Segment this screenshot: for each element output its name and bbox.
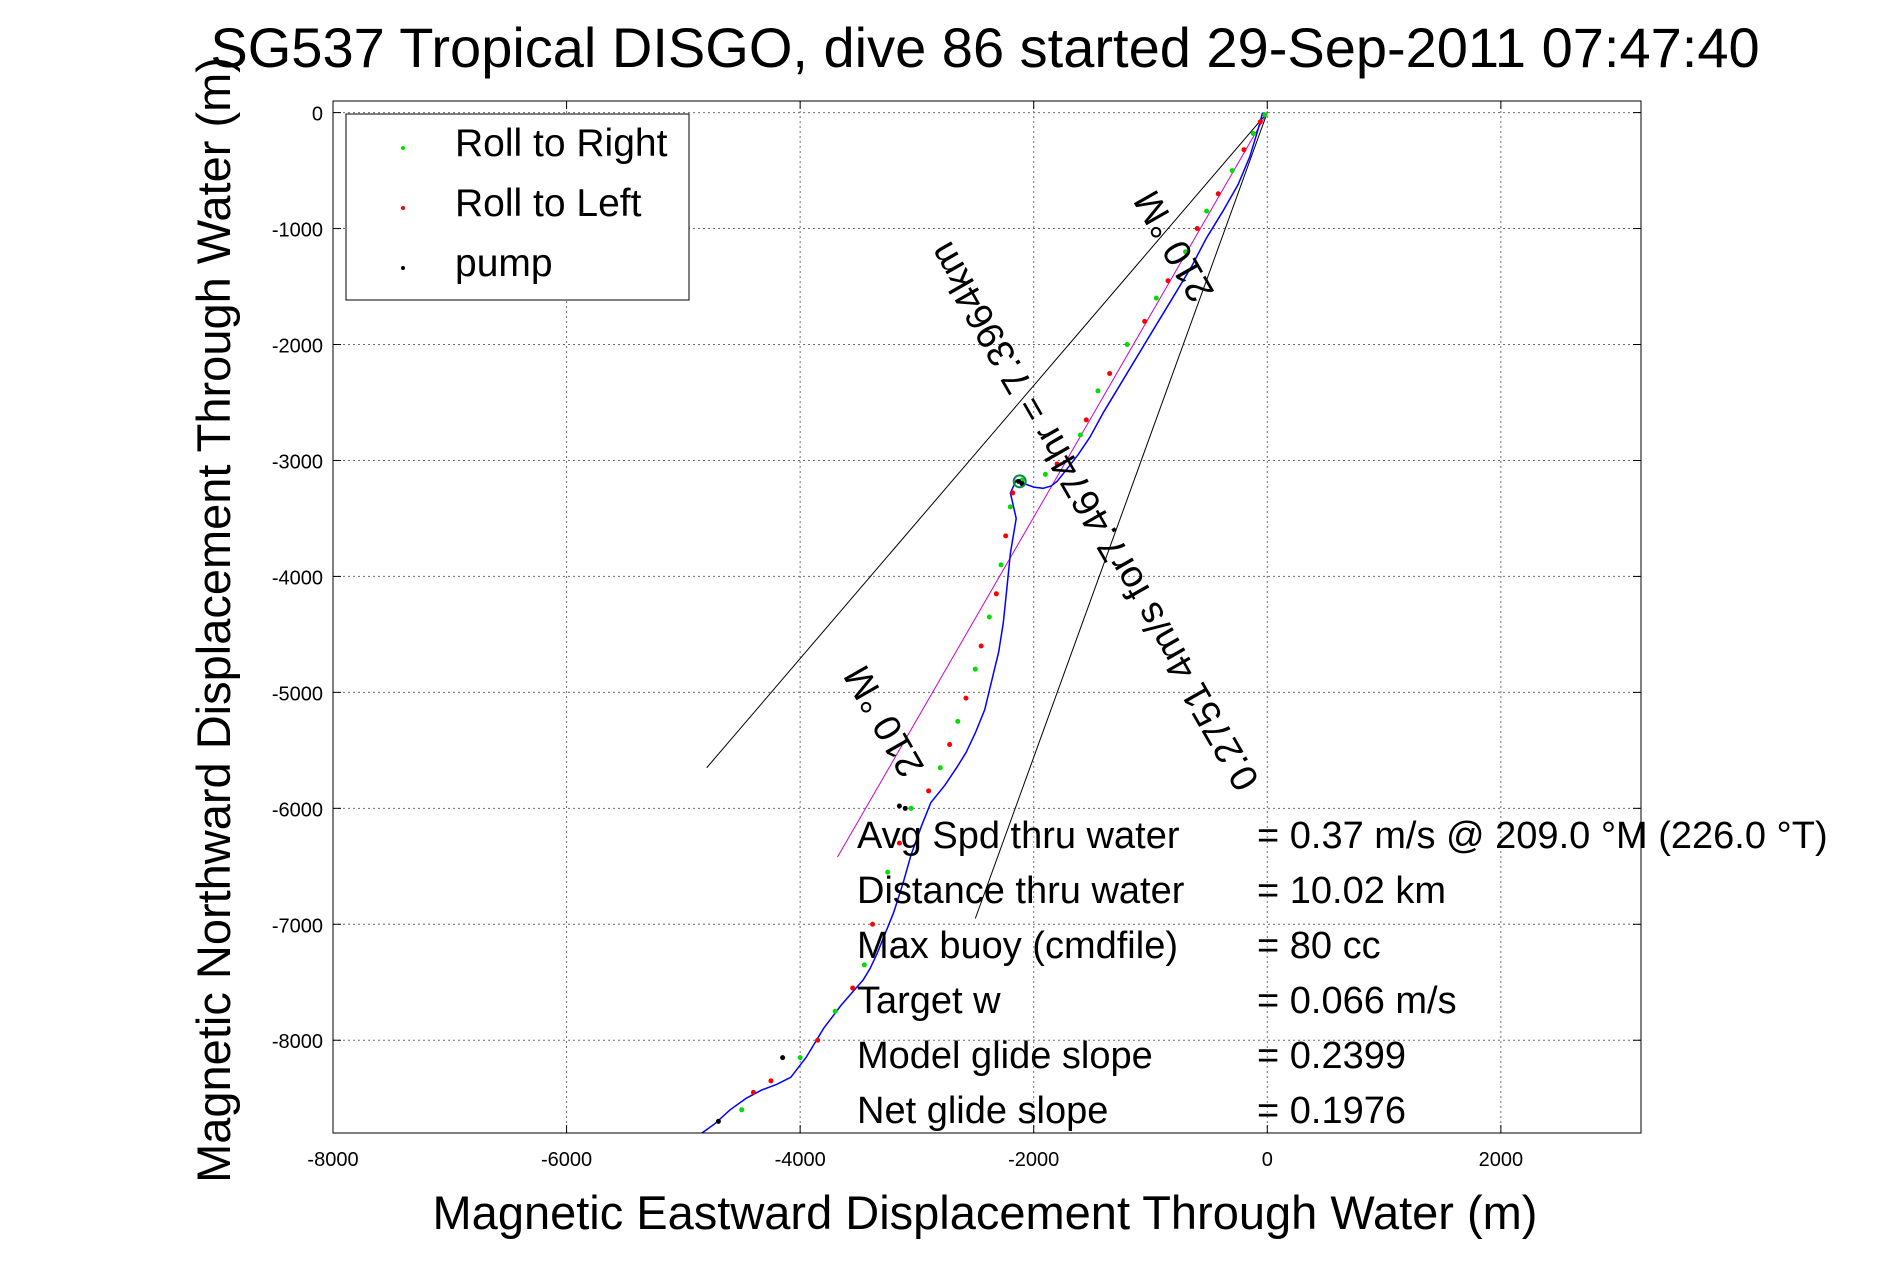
annotation-label: Avg Spd thru water	[857, 815, 1180, 857]
legend-label: Roll to Left	[455, 182, 642, 225]
axes: -8000 -6000 -4000 -2000 0 2000 0 -1000 -2000 -300…	[272, 100, 1642, 1171]
roll-right-point	[885, 869, 891, 875]
roll-right-point	[1042, 471, 1048, 477]
legend-marker	[401, 146, 405, 150]
roll-right-point	[1153, 295, 1159, 301]
legend-label: pump	[455, 242, 553, 285]
roll-right-point	[1204, 208, 1210, 214]
roll-left-point	[1257, 119, 1263, 125]
annotation-value: = 0.066 m/s	[1257, 980, 1457, 1022]
pump-point	[896, 803, 902, 809]
roll-left-point	[815, 1037, 821, 1043]
pump-point	[902, 805, 908, 811]
roll-left-point	[947, 742, 953, 748]
chart-title: SG537 Tropical DISGO, dive 86 started 29…	[210, 16, 1759, 79]
y-tick-label: -6000	[272, 799, 323, 821]
roll-right-point	[955, 718, 961, 724]
x-tick-label: -4000	[775, 1149, 826, 1171]
x-tick-label: 0	[1262, 1149, 1273, 1171]
roll-left-point	[896, 840, 902, 846]
y-tick-label: -2000	[272, 336, 323, 358]
pump-point	[1016, 478, 1022, 484]
roll-left-point	[1194, 226, 1200, 232]
roll-right-point	[739, 1107, 745, 1113]
y-tick-label: -7000	[272, 915, 323, 937]
roll-left-point	[1083, 417, 1089, 423]
annotation-value: = 0.37 m/s @ 209.0 °M (226.0 °T)	[1257, 815, 1828, 857]
annotation-label: Target w	[857, 980, 1001, 1022]
roll-right-point	[1124, 342, 1130, 348]
roll-right-point	[1229, 168, 1235, 174]
roll-right-point	[832, 1008, 838, 1014]
marker-circle	[1012, 474, 1027, 489]
roll-right-point	[1250, 130, 1256, 136]
roll-right-point	[972, 666, 978, 672]
roll-left-point	[1107, 370, 1113, 376]
x-tick-label: -8000	[307, 1149, 358, 1171]
roll-left-point	[1003, 533, 1009, 539]
annotation-value: = 80 cc	[1257, 925, 1381, 967]
roll-right-point	[861, 962, 867, 968]
annotations-block: Avg Spd thru water = 0.37 m/s @ 209.0 °M …	[857, 815, 1828, 1132]
legend-marker	[401, 266, 405, 270]
roll-left-point	[1165, 278, 1171, 284]
annotation-value: = 0.1976	[1257, 1090, 1406, 1132]
roll-right-point	[1077, 432, 1083, 438]
roll-right-point	[998, 562, 1004, 568]
annotation-label: Net glide slope	[857, 1090, 1108, 1132]
x-axis-label: Magnetic Eastward Displacement Through W…	[433, 1186, 1538, 1239]
y-axis-label: Magnetic Northward Displacement Through …	[187, 57, 240, 1183]
legend-marker	[401, 206, 405, 210]
roll-points	[715, 112, 1268, 1124]
cone-right-line	[974, 112, 1268, 919]
roll-right-point	[986, 614, 992, 620]
plot-frame	[332, 100, 1642, 1134]
roll-left-point	[850, 985, 856, 991]
roll-left-point	[1241, 147, 1247, 153]
pump-point	[715, 1118, 721, 1124]
x-tick-label: 2000	[1479, 1149, 1524, 1171]
legend-label: Roll to Right	[455, 122, 668, 165]
roll-left-point	[1054, 461, 1060, 467]
annotation-value: = 0.2399	[1257, 1035, 1406, 1077]
roll-right-point	[1262, 112, 1268, 118]
y-tick-label: -4000	[272, 567, 323, 589]
y-tick-label: -1000	[272, 220, 323, 242]
x-tick-label: -6000	[541, 1149, 592, 1171]
y-tick-label: 0	[312, 104, 323, 126]
y-tick-label: -3000	[272, 451, 323, 473]
roll-left-point	[1010, 490, 1016, 496]
x-tick-label: -2000	[1008, 1149, 1059, 1171]
annotation-label: Distance thru water	[857, 870, 1185, 912]
roll-right-point	[937, 765, 943, 771]
roll-right-point	[1095, 388, 1101, 394]
y-tick-label: -8000	[272, 1031, 323, 1053]
roll-right-point	[1007, 504, 1013, 510]
annotation-label: Model glide slope	[857, 1035, 1153, 1077]
roll-left-point	[978, 643, 984, 649]
legend: Roll to Right Roll to Left pump	[345, 113, 690, 301]
cone-left-line	[706, 112, 1268, 769]
roll-left-point	[926, 788, 932, 794]
roll-left-point	[750, 1089, 756, 1095]
roll-left-point	[870, 921, 876, 927]
roll-left-point	[768, 1078, 774, 1084]
roll-left-point	[993, 591, 999, 597]
pump-point	[780, 1055, 786, 1061]
annotation-label: Max buoy (cmdfile)	[857, 925, 1178, 967]
roll-left-point	[1215, 191, 1221, 197]
roll-right-point	[797, 1055, 803, 1061]
annotation-value: = 10.02 km	[1257, 870, 1446, 912]
roll-right-point	[908, 805, 914, 811]
grid-lines	[333, 101, 1641, 1133]
y-tick-label: -5000	[272, 683, 323, 705]
roll-right-point	[1183, 249, 1189, 255]
roll-left-point	[963, 695, 969, 701]
roll-left-point	[1142, 318, 1148, 324]
